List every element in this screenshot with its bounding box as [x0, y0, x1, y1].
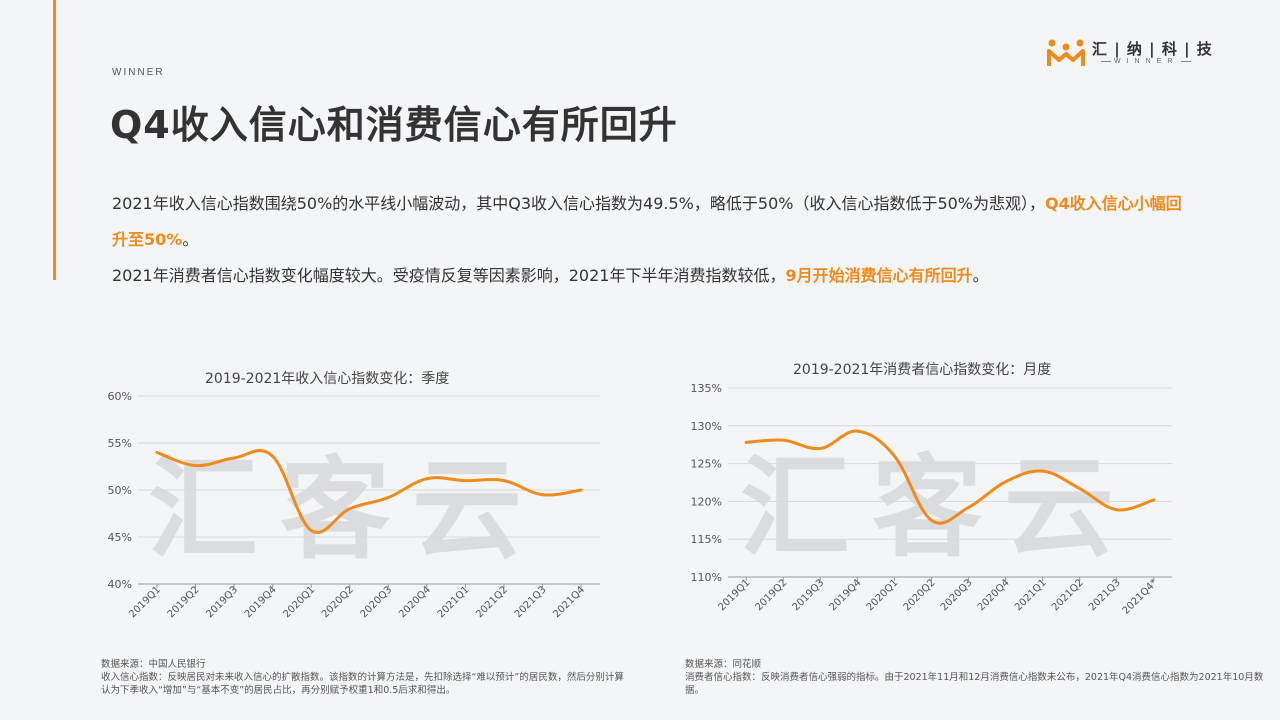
y-tick-label: 130% [691, 420, 722, 433]
series-line [744, 429, 1156, 525]
y-tick-label: 125% [691, 458, 722, 471]
summary-paragraph-consumer: 2021年消费者信心指数变化幅度较大。受疫情反复等因素影响，2021年下半年消费… [112, 258, 1192, 294]
series-line [155, 449, 583, 534]
x-tick-label: 2019Q2 [754, 577, 790, 613]
summary-p2-highlight: 9月开始消费信心有所回升 [785, 266, 973, 285]
income-confidence-chart: 40%45%50%55%60%2019Q1 2019Q2 2019Q3 2019Q4 2… [108, 390, 600, 620]
x-tick-label: 2019Q4 [828, 577, 864, 613]
x-tick-label: 2019Q1 [127, 584, 163, 620]
logo-text-cn: 汇 | 纳 | 科 | 技 [1092, 40, 1213, 58]
summary-p2-end: 。 [972, 266, 989, 285]
x-tick-label: 2021Q3 [513, 584, 549, 620]
footnote-right: 数据来源：同花顺 消费者信心指数：反映消费者信心强弱的指标。由于2021年11月… [685, 658, 1265, 697]
income-chart-title: 2019-2021年收入信心指数变化：季度 [205, 371, 450, 387]
summary-text: 2021年收入信心指数围绕50%的水平线小幅波动，其中Q3收入信心指数为49.5… [112, 186, 1192, 294]
y-tick-label: 55% [108, 437, 132, 450]
summary-p2-text: 2021年消费者信心指数变化幅度较大。受疫情反复等因素影响，2021年下半年消费… [112, 266, 786, 285]
y-tick-label: 135% [691, 382, 722, 395]
accent-bar [53, 0, 56, 280]
logo-mark-icon [1047, 39, 1085, 66]
x-tick-label: 2021Q2 [1050, 577, 1086, 613]
y-tick-label: 60% [108, 390, 132, 403]
consumer-chart-title: 2019-2021年消费者信心指数变化：月度 [793, 362, 1052, 378]
footnote-left: 数据来源：中国人民银行 收入信心指数：反映居民对未来收入信心的扩散指数。该指数的… [101, 658, 631, 697]
summary-paragraph-income: 2021年收入信心指数围绕50%的水平线小幅波动，其中Q3收入信心指数为49.5… [112, 186, 1192, 258]
x-tick-label: 2019Q4 [243, 584, 279, 620]
x-tick-label: 2020Q4 [397, 584, 433, 620]
x-tick-label: 2019Q2 [166, 584, 202, 620]
y-tick-label: 40% [108, 578, 132, 591]
watermark-left: 汇客云 [148, 446, 544, 574]
footnote-right-source: 数据来源：同花顺 [685, 659, 762, 670]
x-tick-label: 2020Q2 [902, 577, 938, 613]
watermark-right: 汇客云 [740, 444, 1136, 572]
x-tick-label: 2021Q2 [474, 584, 510, 620]
x-tick-label: 2020Q2 [320, 584, 356, 620]
x-tick-label: 2019Q3 [204, 584, 240, 620]
footnote-left-source: 数据来源：中国人民银行 [101, 659, 206, 670]
summary-p1-text: 2021年收入信心指数围绕50%的水平线小幅波动，其中Q3收入信心指数为49.5… [112, 194, 1046, 213]
x-tick-label: 2021Q1 [436, 584, 472, 620]
x-tick-label: 2019Q3 [791, 577, 827, 613]
x-tick-label: 2021Q4 [551, 584, 587, 620]
x-tick-label: 2020Q1 [281, 584, 317, 620]
x-tick-label: 2020Q1 [865, 577, 901, 613]
consumer-confidence-chart: 110%115%120%125%130%135%2019Q1 2019Q2 2019… [691, 382, 1172, 617]
y-tick-label: 120% [691, 495, 722, 508]
x-tick-label: 2021Q4* [1121, 577, 1160, 616]
kicker-text: WINNER [112, 67, 165, 78]
logo-text-en: WINNER [1098, 58, 1194, 65]
footnote-right-definition: 消费者信心指数：反映消费者信心强弱的指标。由于2021年11月和12月消费信心指… [685, 672, 1264, 696]
page-title: Q4收入信心和消费信心有所回升 [110, 103, 678, 147]
footnote-left-definition: 收入信心指数：反映居民对未来收入信心的扩散指数。该指数的计算方法是，先扣除选择“… [101, 672, 624, 696]
y-tick-label: 115% [691, 533, 722, 546]
x-tick-label: 2020Q4 [976, 577, 1012, 613]
summary-p1-highlight: Q4收入信心小幅回升至50% [112, 194, 1182, 249]
brand-logo: 汇 | 纳 | 科 | 技 WINNER [1046, 36, 1226, 72]
y-tick-label: 110% [691, 571, 722, 584]
x-tick-label: 2021Q3 [1087, 577, 1123, 613]
x-tick-label: 2020Q3 [939, 577, 975, 613]
summary-p1-end: 。 [182, 230, 199, 249]
y-tick-label: 45% [108, 531, 132, 544]
x-tick-label: 2021Q1 [1013, 577, 1049, 613]
x-tick-label: 2020Q3 [359, 584, 395, 620]
y-tick-label: 50% [108, 484, 132, 497]
